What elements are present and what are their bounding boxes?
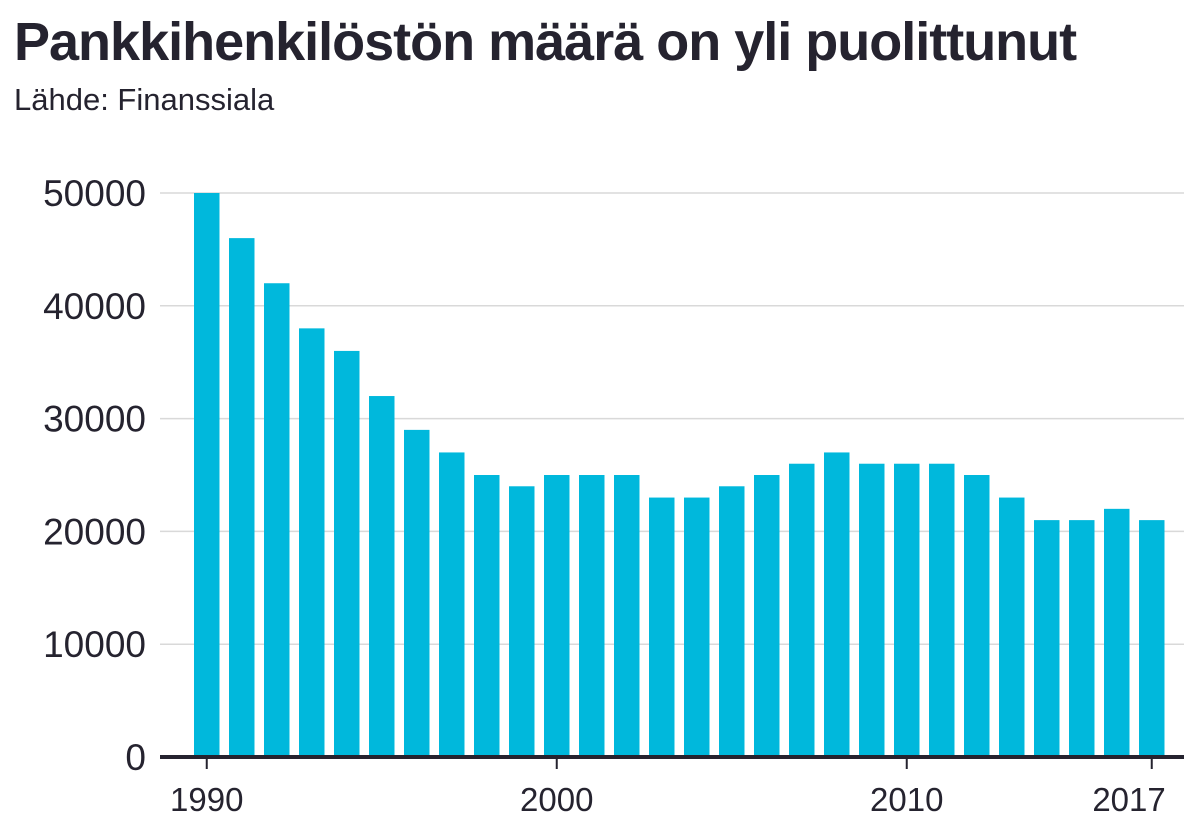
bar-2012 [964,475,990,757]
bar-1991 [229,238,255,757]
bar-1999 [509,486,535,757]
bar-2000 [544,475,570,757]
y-tick-label: 50000 [43,173,146,214]
bar-2015 [1069,520,1095,757]
bar-2005 [719,486,745,757]
y-tick-label: 0 [125,737,146,778]
y-tick-label: 10000 [43,624,146,665]
bar-2016 [1104,508,1130,757]
bar-2002 [614,475,640,757]
y-tick-label: 40000 [43,286,146,327]
bars [194,193,1165,757]
bar-1992 [264,283,290,757]
bar-1995 [369,396,395,757]
bar-1993 [299,328,325,757]
bar-1994 [334,350,360,757]
bar-2008 [824,452,850,757]
bar-2010 [894,463,920,757]
bar-2006 [754,475,780,757]
chart-source: Lähde: Finanssiala [14,82,275,117]
x-tick-label: 2017 [1092,781,1165,818]
x-tick-label: 1990 [170,781,243,818]
y-tick-label: 20000 [43,511,146,552]
y-axis-ticks: 0 10000 20000 30000 40000 50000 [43,173,146,778]
bar-1996 [404,429,430,757]
bar-2009 [859,463,885,757]
x-tick-label: 2000 [520,781,593,818]
bar-2014 [1034,520,1060,757]
y-tick-label: 30000 [43,399,146,440]
bar-2007 [789,463,815,757]
bar-1990 [194,193,220,757]
bar-2001 [579,475,605,757]
bar-2017 [1139,520,1165,757]
bar-2013 [999,497,1025,757]
chart-title: Pankkihenkilöstön määrä on yli puolittun… [14,12,1077,72]
bar-2003 [649,497,675,757]
x-tick-label: 2010 [870,781,943,818]
x-axis-ticks: 1990 2000 2010 2017 [170,757,1166,818]
bar-1998 [474,475,500,757]
bar-2004 [684,497,710,757]
bar-2011 [929,463,955,757]
bar-1997 [439,452,465,757]
